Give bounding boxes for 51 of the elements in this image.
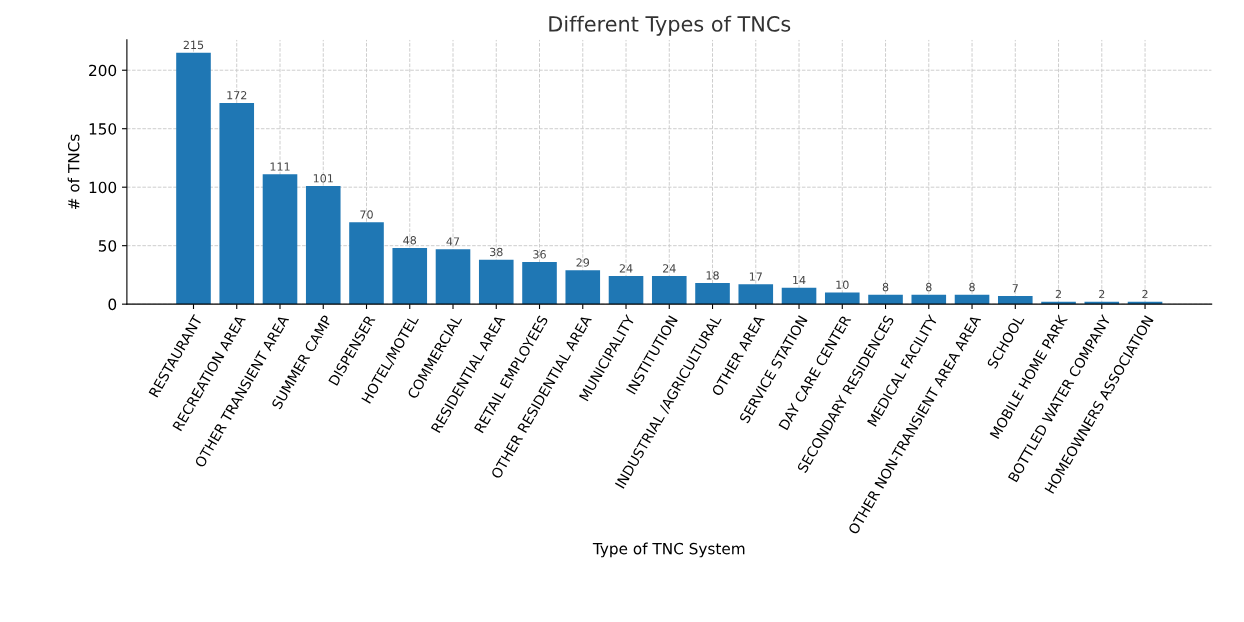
bar [608,276,644,305]
bar [478,259,514,305]
data-label: 101 [313,174,333,183]
data-label: 70 [360,210,373,219]
bar [738,284,774,305]
bar [305,186,341,305]
bar [392,248,428,305]
y-axis-title: # of TNCs [67,134,80,210]
y-tick-label: 50 [98,240,117,252]
data-label: 29 [576,258,590,267]
bar [824,292,860,305]
bar [219,102,255,305]
data-label: 18 [706,271,719,280]
data-label: 8 [882,282,889,292]
data-label: 7 [1012,284,1018,293]
data-label: 8 [969,282,975,292]
y-tick-label: 0 [108,298,117,311]
bar [954,294,990,305]
bar [911,294,947,305]
data-label: 47 [446,237,460,246]
data-label: 48 [403,236,417,245]
data-label: 8 [926,282,932,292]
data-label: 17 [749,272,762,281]
bar [435,249,471,305]
x-axis-title: Type of TNC System [592,542,745,558]
chart-title: Different Types of TNCs [549,15,791,36]
data-label: 38 [490,247,503,257]
data-label: 111 [270,162,290,171]
bar [997,295,1033,305]
bar [868,294,903,305]
data-label: 36 [533,250,546,259]
y-tick-label: 100 [89,181,117,194]
data-label: 2 [1099,289,1105,299]
bar [349,222,384,305]
bar [695,283,730,305]
bar [522,262,557,305]
data-label: 14 [793,275,806,285]
data-label: 10 [836,280,849,289]
bar [262,174,298,305]
data-label: 215 [183,40,204,50]
bar [565,270,601,305]
data-label: 172 [227,91,247,100]
y-tick-label: 200 [89,64,117,77]
data-label: 24 [663,264,676,273]
data-label: 2 [1055,289,1061,299]
y-tick-label: 150 [89,123,117,135]
data-label: 2 [1142,289,1148,299]
bar [651,276,687,305]
data-label: 24 [619,264,633,273]
bar [176,52,211,305]
bar [781,287,817,305]
